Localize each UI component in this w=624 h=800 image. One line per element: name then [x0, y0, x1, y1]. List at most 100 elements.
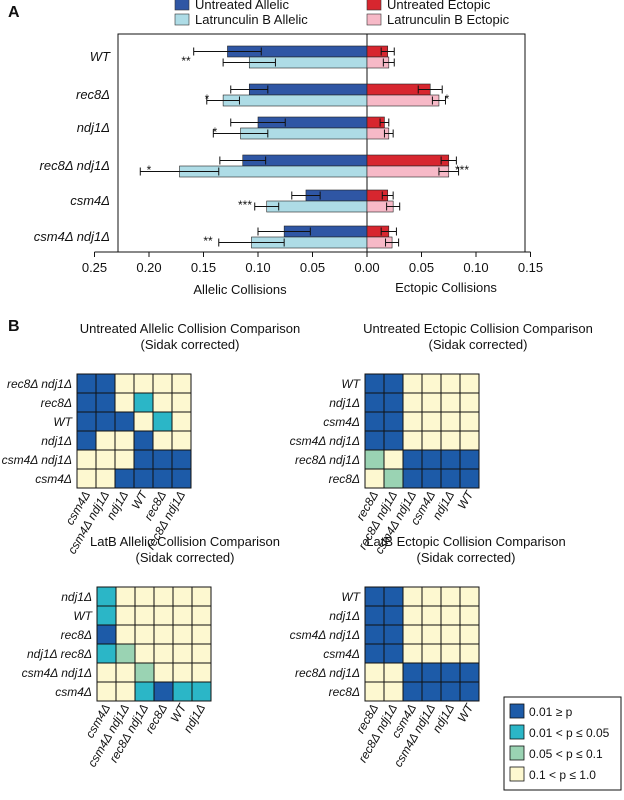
category-label-wt: WT: [90, 49, 111, 64]
heatmap-1: Untreated Allelic Collision Comparison(S…: [2, 321, 301, 556]
key-swatch-4: [509, 766, 525, 782]
heatmap-cell-ndj1-vs-wt: [172, 586, 193, 607]
category-label-rec8-ndj1: rec8Δ ndj1Δ: [40, 158, 110, 173]
heatmap-cell-rec8-vs-rec8-ndj1: [171, 392, 192, 413]
heatmap-row-label-rec8-ndj1: rec8Δ ndj1Δ: [7, 377, 72, 391]
heatmap-row-label-csm4: csm4Δ: [35, 472, 72, 486]
heatmap-cell-csm4-ndj1-vs-rec8: [364, 430, 385, 451]
heatmap-cell-ndj1-vs-ndj1: [440, 605, 461, 626]
x-tick-label-7: 0.05: [409, 260, 434, 275]
heatmap-cell-rec8-vs-rec8: [364, 681, 385, 702]
heatmap-cell-csm4-vs-wt: [459, 643, 480, 664]
heatmap-subtitle: (Sidak corrected): [417, 550, 516, 565]
significance-right-4: ***: [455, 163, 469, 177]
category-label-csm4-ndj1: csm4Δ ndj1Δ: [34, 229, 110, 244]
heatmap-cell-rec8-ndj1-vs-csm4: [402, 662, 423, 683]
heatmap-cell-ndj1-vs-wt: [459, 605, 480, 626]
heatmap-cell-rec8-vs-rec8-ndj1: [134, 624, 155, 645]
heatmap-cell-csm4-ndj1-vs-csm4: [76, 449, 97, 470]
heatmap-row-label-ndj1: ndj1Δ: [329, 396, 360, 410]
heatmap-cell-rec8-ndj1-vs-ndj1: [440, 449, 461, 470]
heatmap-row-label-rec8-ndj1: rec8Δ ndj1Δ: [295, 453, 360, 467]
heatmap-cell-rec8-ndj1-vs-ndj1: [440, 662, 461, 683]
heatmap-cell-wt-vs-csm4: [76, 411, 97, 432]
heatmap-cell-ndj1-vs-rec8-ndj1: [383, 605, 404, 626]
key-label-1: 0.01 ≥ p: [529, 705, 573, 719]
heatmap-cell-rec8-vs-wt: [459, 681, 480, 702]
heatmap-cell-rec8-vs-ndj1: [440, 468, 461, 489]
heatmap-cell-csm4-vs-ndj1: [440, 411, 461, 432]
heatmap-cell-csm4-ndj1-vs-wt: [459, 624, 480, 645]
heatmap-row-label-csm4-ndj1: csm4Δ ndj1Δ: [290, 628, 360, 642]
heatmap-cell-csm4-ndj1-vs-ndj1: [440, 430, 461, 451]
heatmap-cell-ndj1-vs-csm4-ndj1: [402, 392, 423, 413]
heatmap-cell-csm4-vs-rec8-ndj1: [134, 681, 155, 702]
heatmap-cell-wt-vs-ndj1: [440, 586, 461, 607]
heatmap-row-label-wt: WT: [341, 377, 361, 391]
heatmap-cell-csm4-vs-rec8-ndj1: [383, 411, 404, 432]
heatmap-cell-ndj1-vs-csm4: [76, 430, 97, 451]
x-tick-label-4: 0.10: [245, 260, 270, 275]
heatmap-cell-wt-vs-wt: [459, 373, 480, 394]
heatmap-cell-csm4-vs-rec8: [364, 411, 385, 432]
heatmap-2: Untreated Ectopic Collision Comparison(S…: [290, 321, 593, 556]
heatmap-cell-wt-vs-rec8: [152, 411, 173, 432]
heatmap-cell-wt-vs-ndj1: [114, 411, 135, 432]
heatmap-cell-csm4-vs-rec8: [364, 643, 385, 664]
heatmap-cell-ndj1-vs-rec8-ndj1: [383, 392, 404, 413]
heatmap-row-label-csm4: csm4Δ: [323, 415, 360, 429]
heatmap-cell-rec8-vs-csm4-ndj1: [115, 624, 136, 645]
heatmap-cell-rec8-ndj1-vs-rec8-ndj1: [383, 449, 404, 470]
significance-left-2: *: [205, 92, 210, 106]
heatmap-cell-csm4-ndj1-vs-wt: [459, 430, 480, 451]
heatmap-title: LatB Allelic Collision Comparison: [90, 534, 280, 549]
heatmap-cell-csm4-vs-csm4: [76, 468, 97, 489]
heatmap-cell-ndj1-vs-ndj1: [191, 586, 212, 607]
heatmap-cell-ndj1-rec8-vs-csm4-ndj1: [115, 643, 136, 664]
heatmap-cell-rec8-ndj1-vs-wt: [459, 449, 480, 470]
heatmap-3: LatB Allelic Collision Comparison(Sidak …: [22, 534, 280, 769]
legend-swatch-latrunculin-b-allelic: [174, 13, 190, 26]
key-label-2: 0.01 < p ≤ 0.05: [529, 726, 610, 740]
heatmap-row-label-ndj1: ndj1Δ: [61, 590, 92, 604]
heatmap-col-label-wt: WT: [455, 487, 477, 512]
bar-latrunculin-b-allelic-csm4: [266, 200, 368, 213]
heatmap-row-label-wt: WT: [53, 415, 73, 429]
heatmap-cell-wt-vs-ndj1: [440, 373, 461, 394]
heatmap-cell-rec8-ndj1-vs-rec8: [364, 449, 385, 470]
heatmap-cell-ndj1-vs-ndj1: [440, 392, 461, 413]
significance-left-6: **: [203, 234, 213, 248]
heatmap-cell-wt-vs-rec8: [153, 605, 174, 626]
heatmap-cell-rec8-ndj1-vs-rec8-ndj1: [171, 373, 192, 394]
legend-swatch-latrunculin-b-ectopic: [366, 13, 382, 26]
heatmap-cell-ndj1-rec8-vs-wt: [172, 643, 193, 664]
significance-right-2: *: [445, 92, 450, 106]
legend-label-untreated-ectopic: Untreated Ectopic: [387, 0, 491, 12]
heatmap-cell-csm4-ndj1-vs-wt: [133, 449, 154, 470]
heatmap-cell-csm4-vs-rec8-ndj1: [171, 468, 192, 489]
category-label-csm4: csm4Δ: [70, 193, 110, 208]
heatmap-row-label-csm4-ndj1: csm4Δ ndj1Δ: [2, 453, 72, 467]
key-label-4: 0.1 < p ≤ 1.0: [529, 768, 596, 782]
heatmap-cell-wt-vs-csm4: [421, 373, 442, 394]
heatmap-cell-csm4-ndj1-vs-rec8-ndj1: [134, 662, 155, 683]
heatmap-cell-rec8-vs-ndj1: [191, 624, 212, 645]
heatmap-cell-wt-vs-rec8-ndj1: [134, 605, 155, 626]
heatmap-cell-rec8-ndj1-vs-csm4-ndj1: [95, 373, 116, 394]
heatmap-cell-ndj1-vs-rec8: [364, 392, 385, 413]
heatmap-cell-ndj1-vs-csm4: [402, 605, 423, 626]
x-axis-label-allelic: Allelic Collisions: [193, 282, 287, 297]
heatmap-cell-wt-vs-rec8: [364, 586, 385, 607]
legend-label-untreated-allelic: Untreated Allelic: [195, 0, 289, 12]
heatmap-cell-wt-vs-wt: [459, 586, 480, 607]
heatmap-cell-ndj1-vs-wt: [459, 392, 480, 413]
heatmap-cell-csm4-ndj1-vs-ndj1: [114, 449, 135, 470]
heatmap-row-label-csm4: csm4Δ: [55, 685, 92, 699]
x-tick-label-1: 0.25: [82, 260, 107, 275]
x-tick-label-8: 0.10: [463, 260, 488, 275]
key-label-3: 0.05 < p ≤ 0.1: [529, 747, 603, 761]
heatmap-row-label-ndj1: ndj1Δ: [329, 609, 360, 623]
heatmap-row-label-csm4-ndj1: csm4Δ ndj1Δ: [290, 434, 360, 448]
heatmap-cell-wt-vs-rec8-ndj1: [171, 411, 192, 432]
